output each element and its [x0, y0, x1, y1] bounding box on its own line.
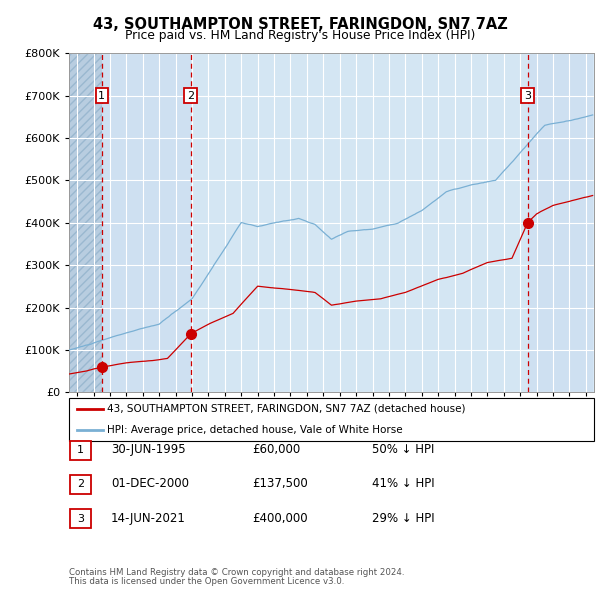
Text: 50% ↓ HPI: 50% ↓ HPI	[372, 443, 434, 456]
FancyBboxPatch shape	[70, 509, 91, 528]
Text: 1: 1	[77, 445, 84, 455]
Text: 3: 3	[77, 514, 84, 523]
Text: 1: 1	[98, 90, 106, 100]
Text: Contains HM Land Registry data © Crown copyright and database right 2024.: Contains HM Land Registry data © Crown c…	[69, 568, 404, 577]
Text: 30-JUN-1995: 30-JUN-1995	[111, 443, 185, 456]
Text: £60,000: £60,000	[252, 443, 300, 456]
Text: 2: 2	[187, 90, 194, 100]
Text: 3: 3	[524, 90, 531, 100]
Text: 43, SOUTHAMPTON STREET, FARINGDON, SN7 7AZ: 43, SOUTHAMPTON STREET, FARINGDON, SN7 7…	[92, 17, 508, 31]
Text: Price paid vs. HM Land Registry's House Price Index (HPI): Price paid vs. HM Land Registry's House …	[125, 30, 475, 42]
Text: This data is licensed under the Open Government Licence v3.0.: This data is licensed under the Open Gov…	[69, 578, 344, 586]
FancyBboxPatch shape	[69, 398, 594, 441]
FancyBboxPatch shape	[70, 441, 91, 460]
Text: 41% ↓ HPI: 41% ↓ HPI	[372, 477, 434, 490]
Text: 2: 2	[77, 480, 84, 489]
Text: £400,000: £400,000	[252, 512, 308, 525]
FancyBboxPatch shape	[70, 475, 91, 494]
Text: 43, SOUTHAMPTON STREET, FARINGDON, SN7 7AZ (detached house): 43, SOUTHAMPTON STREET, FARINGDON, SN7 7…	[107, 404, 466, 414]
Text: HPI: Average price, detached house, Vale of White Horse: HPI: Average price, detached house, Vale…	[107, 425, 403, 435]
Text: 01-DEC-2000: 01-DEC-2000	[111, 477, 189, 490]
Text: 14-JUN-2021: 14-JUN-2021	[111, 512, 186, 525]
Text: £137,500: £137,500	[252, 477, 308, 490]
Text: 29% ↓ HPI: 29% ↓ HPI	[372, 512, 434, 525]
